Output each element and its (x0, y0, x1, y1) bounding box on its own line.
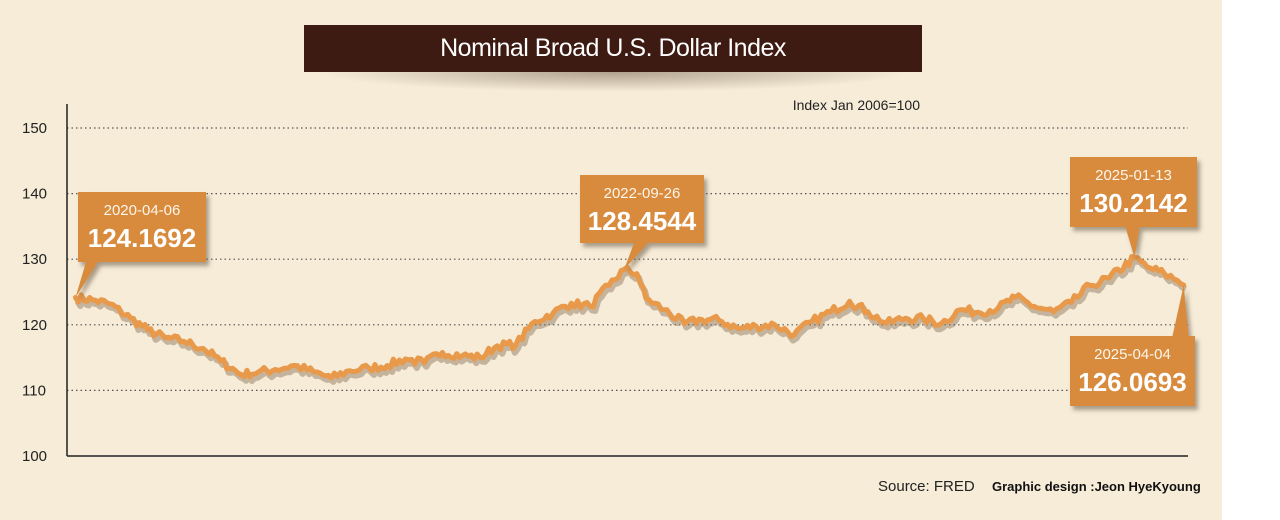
chart-title: Nominal Broad U.S. Dollar Index (304, 25, 922, 72)
callouts: 2020-04-06 124.1692 2022-09-26 128.4544 2025… (75, 157, 1197, 406)
y-tick-label-100: 100 (22, 448, 47, 465)
series-line (73, 254, 1187, 385)
credit-label: Graphic design :Jeon HyeKyoung (992, 479, 1201, 494)
y-tick-label-140: 140 (22, 186, 47, 203)
y-tick-label-120: 120 (22, 317, 47, 334)
callout-2022-09-26 (580, 175, 704, 270)
y-tick-label-130: 130 (22, 251, 47, 268)
callout-pointer (624, 243, 648, 270)
series-line-shadow (74, 257, 1187, 385)
callout-box (580, 175, 704, 243)
callout-pointer (75, 262, 98, 298)
axes (66, 104, 1188, 457)
callout-value: 128.4544 (588, 206, 697, 236)
callout-pointer (1172, 284, 1189, 336)
y-tick-label-110: 110 (22, 382, 46, 399)
callout-2025-01-13 (1070, 157, 1197, 258)
callout-date: 2025-01-13 (1095, 167, 1172, 184)
callout-date: 2022-09-26 (604, 185, 681, 202)
callout-date: 2020-04-06 (104, 202, 181, 219)
y-tick-label-150: 150 (22, 120, 47, 137)
unit-note: Index Jan 2006=100 (793, 97, 920, 113)
callout-value: 130.2142 (1079, 188, 1187, 218)
callout-box (78, 192, 206, 262)
y-tick-labels: 150 140 130 120 110 100 (22, 120, 47, 465)
callout-date: 2025-04-04 (1094, 346, 1171, 363)
callout-2025-04-04 (1070, 284, 1195, 406)
callout-2020-04-06 (75, 192, 206, 298)
source-label: Source: FRED (878, 478, 975, 495)
title-shadow (314, 72, 912, 92)
callout-value: 124.1692 (88, 223, 196, 253)
callout-value: 126.0693 (1078, 367, 1186, 397)
callout-pointer (1125, 227, 1140, 258)
gridlines (67, 127, 1188, 391)
callout-box (1070, 157, 1197, 227)
callout-box (1070, 336, 1195, 406)
series-line-path (73, 254, 1187, 381)
